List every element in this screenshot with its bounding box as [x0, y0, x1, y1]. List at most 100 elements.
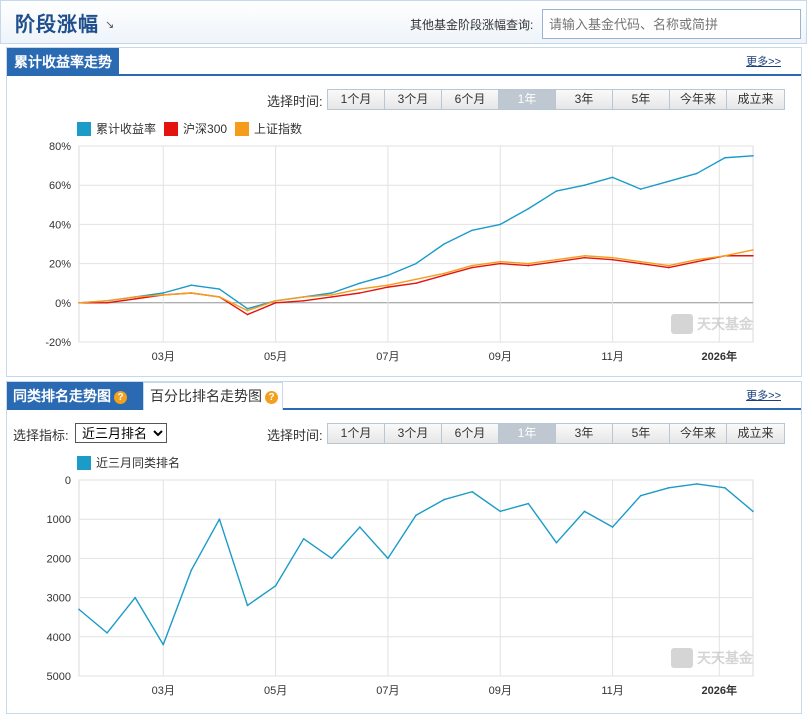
data-point	[611, 256, 614, 259]
data-point	[752, 254, 754, 257]
legend-item[interactable]: 累计收益率	[77, 120, 156, 137]
data-point	[387, 274, 389, 277]
data-point	[443, 272, 445, 275]
range-button[interactable]: 6个月	[442, 424, 499, 443]
data-point	[724, 254, 726, 257]
data-point	[555, 260, 558, 263]
tab-label: 百分比排名走势图	[150, 388, 262, 404]
metric-label: 选择指标:	[13, 428, 69, 443]
time-range-selector: 1个月 3个月 6个月 1年 3年 5年 今年来 成立来	[327, 89, 785, 110]
data-point	[611, 176, 614, 179]
data-point	[527, 264, 530, 267]
tab-percent-ranking[interactable]: 百分比排名走势图?	[143, 382, 283, 410]
legend-item[interactable]: 沪深300	[164, 120, 227, 137]
data-point	[667, 180, 670, 183]
x-tick-label: 2026年	[702, 683, 737, 697]
data-point	[443, 498, 445, 501]
range-button[interactable]: 1个月	[328, 424, 385, 443]
data-point	[134, 296, 136, 298]
svg-text:天天基金: 天天基金	[697, 316, 754, 332]
data-point	[359, 288, 361, 290]
data-point	[190, 284, 193, 286]
range-button[interactable]: 成立来	[727, 90, 784, 109]
range-button[interactable]: 3个月	[385, 424, 442, 443]
data-point	[106, 300, 108, 302]
data-point	[106, 302, 108, 304]
legend-label: 上证指数	[254, 122, 303, 136]
data-point	[499, 510, 502, 513]
data-point	[696, 260, 698, 263]
svg-text:天天基金: 天天基金	[697, 650, 754, 666]
tab-peer-ranking[interactable]: 同类排名走势图?	[7, 382, 143, 410]
data-point	[724, 156, 726, 159]
data-point	[752, 510, 754, 513]
time-range-label: 选择时间:	[267, 428, 323, 443]
data-point	[499, 260, 502, 263]
y-tick-label: 5000	[47, 671, 71, 683]
range-button[interactable]: 3年	[556, 90, 613, 109]
data-point	[611, 526, 614, 528]
range-button[interactable]: 6个月	[442, 90, 499, 109]
range-button[interactable]: 5年	[613, 90, 670, 109]
range-button[interactable]: 成立来	[727, 424, 784, 443]
y-tick-label: 80%	[49, 141, 71, 153]
data-point	[696, 172, 698, 175]
data-point	[527, 207, 530, 210]
data-point	[555, 541, 558, 544]
legend-swatch	[164, 121, 179, 136]
y-tick-label: 40%	[49, 219, 71, 231]
legend-swatch	[77, 121, 91, 136]
data-point	[583, 184, 586, 186]
range-button[interactable]: 1个月	[328, 90, 385, 109]
data-point	[330, 292, 333, 294]
data-point	[302, 538, 305, 540]
range-button[interactable]: 1年	[499, 90, 556, 109]
x-tick-label: 03月	[152, 685, 175, 697]
data-point	[387, 284, 389, 286]
x-tick-label: 07月	[376, 685, 399, 697]
top-bar: 阶段涨幅 ↘ 其他基金阶段涨幅查询:	[0, 0, 807, 44]
data-point	[134, 596, 136, 599]
more-link[interactable]: 更多>>	[746, 56, 781, 68]
help-icon[interactable]: ?	[265, 391, 278, 404]
range-button[interactable]: 3个月	[385, 90, 442, 109]
data-point	[471, 266, 473, 269]
chart-legend: 累计收益率 沪深300 上证指数	[77, 120, 310, 137]
data-point	[387, 557, 389, 560]
peer-ranking-panel: 同类排名走势图? 百分比排名走势图? 更多>> 选择指标: 近三月排名 选择时间…	[6, 381, 802, 714]
data-point	[78, 608, 80, 611]
watermark-logo: 天天基金	[671, 648, 754, 668]
help-icon[interactable]: ?	[114, 391, 127, 404]
data-point	[190, 292, 193, 294]
range-button[interactable]: 3年	[556, 424, 613, 443]
range-button[interactable]: 5年	[613, 424, 670, 443]
data-point	[106, 632, 108, 634]
range-button[interactable]: 1年	[499, 424, 556, 443]
legend-swatch	[77, 455, 91, 470]
plot-area	[78, 479, 754, 677]
y-tick-label: 3000	[47, 593, 71, 605]
data-point	[611, 258, 614, 261]
data-point	[359, 526, 361, 528]
data-point	[639, 494, 642, 497]
metric-select[interactable]: 近三月排名	[75, 423, 167, 443]
data-point	[359, 292, 361, 294]
legend-item[interactable]: 近三月同类排名	[77, 454, 180, 471]
more-link[interactable]: 更多>>	[746, 390, 781, 402]
data-point	[555, 258, 558, 261]
y-tick-label: 20%	[49, 259, 71, 271]
data-point	[583, 510, 586, 513]
range-button[interactable]: 今年来	[670, 424, 727, 443]
legend-item[interactable]: 上证指数	[235, 120, 302, 137]
data-point	[667, 264, 670, 267]
fund-search-input[interactable]	[542, 9, 801, 39]
data-point	[330, 296, 333, 298]
cumulative-return-panel: 累计收益率走势 更多>> 选择时间: 1个月 3个月 6个月 1年 3年 5年 今年来 成立来…	[6, 47, 802, 377]
data-point	[583, 256, 586, 259]
range-button[interactable]: 今年来	[670, 90, 727, 109]
tab-label: 同类排名走势图	[13, 388, 111, 404]
data-point	[527, 502, 530, 505]
panel-header: 累计收益率走势 更多>>	[7, 48, 801, 76]
data-point	[134, 298, 136, 300]
data-point	[471, 264, 473, 267]
